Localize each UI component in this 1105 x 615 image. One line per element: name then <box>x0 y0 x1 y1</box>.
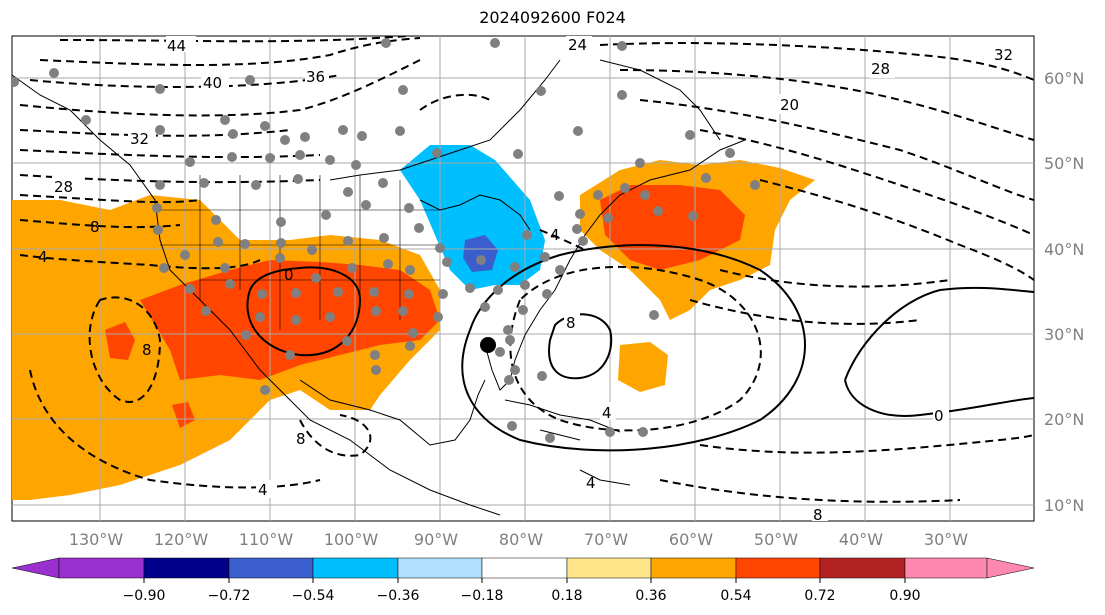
contour-labels: 44 40 36 24 28 32 20 32 28 8 4 8 0 4 8 4 <box>38 36 1018 524</box>
contour-label: 4 <box>550 226 560 244</box>
colorbar-tick-label: 0.72 <box>804 588 835 604</box>
contour-label: 44 <box>167 37 186 55</box>
colorbar-tick-label: 0.54 <box>720 588 751 604</box>
graticule <box>12 36 1034 521</box>
colorbar-segment <box>986 557 1035 579</box>
lat-label: 10°N <box>1044 496 1084 515</box>
colorbar-tick-label: −0.90 <box>123 588 166 604</box>
contour-label: 0 <box>934 407 944 425</box>
contour-label: 36 <box>306 68 325 86</box>
contour-label: 4 <box>258 481 268 499</box>
orange-blob-south <box>618 342 668 392</box>
contour-label: 8 <box>90 218 100 236</box>
contours-dashed <box>19 36 1034 503</box>
lat-label: 40°N <box>1044 240 1084 259</box>
lat-label: 30°N <box>1044 325 1084 344</box>
colorbar-segment <box>650 557 737 579</box>
lon-label: 90°W <box>414 530 458 549</box>
contour-label: 28 <box>871 60 890 78</box>
colorbar-segment <box>904 557 988 579</box>
map-content: 44 40 36 24 28 32 20 32 28 8 4 8 0 4 8 4 <box>12 36 1034 524</box>
colorbar-tick-label: −0.18 <box>461 588 504 604</box>
contour-label: 8 <box>566 314 576 332</box>
colorbar-tick-label: 0.90 <box>889 588 920 604</box>
lon-label: 80°W <box>499 530 543 549</box>
contour-label: 8 <box>296 430 306 448</box>
colorbar-segment <box>566 557 652 579</box>
red-blob-sw <box>172 402 195 428</box>
station-dots <box>12 38 760 443</box>
colorbar-segment <box>11 557 60 579</box>
blue-region <box>400 145 545 290</box>
colorbar-tick-label: −0.36 <box>377 588 420 604</box>
colorbar-tick-label: 0.18 <box>551 588 582 604</box>
lon-label: 100°W <box>324 530 379 549</box>
lon-label: 60°W <box>669 530 713 549</box>
colorbar <box>11 557 1035 579</box>
contour-label: 8 <box>142 341 152 359</box>
lon-label: 30°W <box>924 530 968 549</box>
blue-region-dark <box>463 235 498 272</box>
colorbar-tick-label: −0.72 <box>208 588 251 604</box>
colorbar-segment <box>143 557 230 579</box>
lon-labels: 130°W 120°W 110°W 100°W 90°W 80°W 70°W 6… <box>69 530 968 549</box>
colorbar-segment <box>481 557 568 579</box>
lon-label: 110°W <box>239 530 294 549</box>
lat-label: 50°N <box>1044 154 1084 173</box>
map-title: 2024092600 F024 <box>479 8 626 27</box>
colorbar-tick-label: 0.36 <box>635 588 666 604</box>
contour-label: 32 <box>994 46 1013 64</box>
contour-label: 40 <box>203 74 222 92</box>
contour-label: 8 <box>813 506 823 524</box>
contour-label: 4 <box>602 404 612 422</box>
lon-label: 50°W <box>754 530 798 549</box>
colorbar-segment <box>397 557 483 579</box>
contour-label: 4 <box>586 474 596 492</box>
contour-label: 28 <box>54 178 73 196</box>
colorbar-segment <box>312 557 399 579</box>
lat-labels: 60°N 50°N 40°N 30°N 20°N 10°N <box>1044 69 1084 515</box>
colorbar-segment <box>735 557 821 579</box>
contour-label: 24 <box>568 36 587 54</box>
lon-label: 120°W <box>154 530 209 549</box>
red-region-west <box>140 260 440 380</box>
colorbar-segment <box>58 557 145 579</box>
lon-label: 40°W <box>839 530 883 549</box>
lon-label: 130°W <box>69 530 124 549</box>
colorbar-segment <box>228 557 314 579</box>
contour-label: 32 <box>130 130 149 148</box>
colorbar-segment <box>819 557 906 579</box>
lat-label: 60°N <box>1044 69 1084 88</box>
storm-center-marker <box>480 337 496 353</box>
red-blob-west-small <box>105 322 135 360</box>
contour-label: 0 <box>284 266 294 284</box>
colorbar-ticks: −0.90 −0.72 −0.54 −0.36 −0.18 0.18 0.36 … <box>123 578 921 604</box>
colorbar-tick-label: −0.54 <box>292 588 335 604</box>
lat-label: 20°N <box>1044 410 1084 429</box>
lon-label: 70°W <box>584 530 628 549</box>
contour-label: 4 <box>38 248 48 266</box>
contour-label: 20 <box>780 96 799 114</box>
